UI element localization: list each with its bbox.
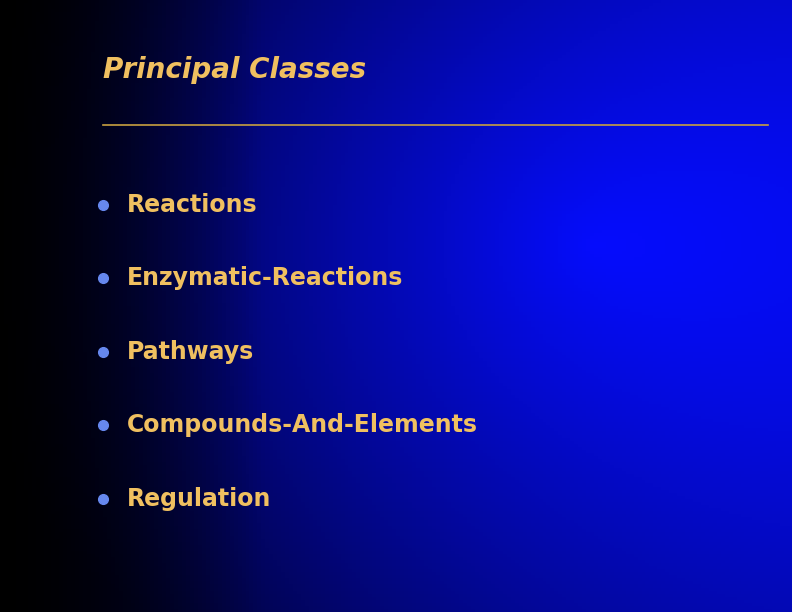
Text: Regulation: Regulation (127, 487, 271, 511)
Text: Pathways: Pathways (127, 340, 254, 364)
Text: Reactions: Reactions (127, 193, 257, 217)
Text: Enzymatic-Reactions: Enzymatic-Reactions (127, 266, 403, 291)
Text: Compounds-And-Elements: Compounds-And-Elements (127, 413, 478, 438)
Text: Principal Classes: Principal Classes (103, 56, 366, 84)
